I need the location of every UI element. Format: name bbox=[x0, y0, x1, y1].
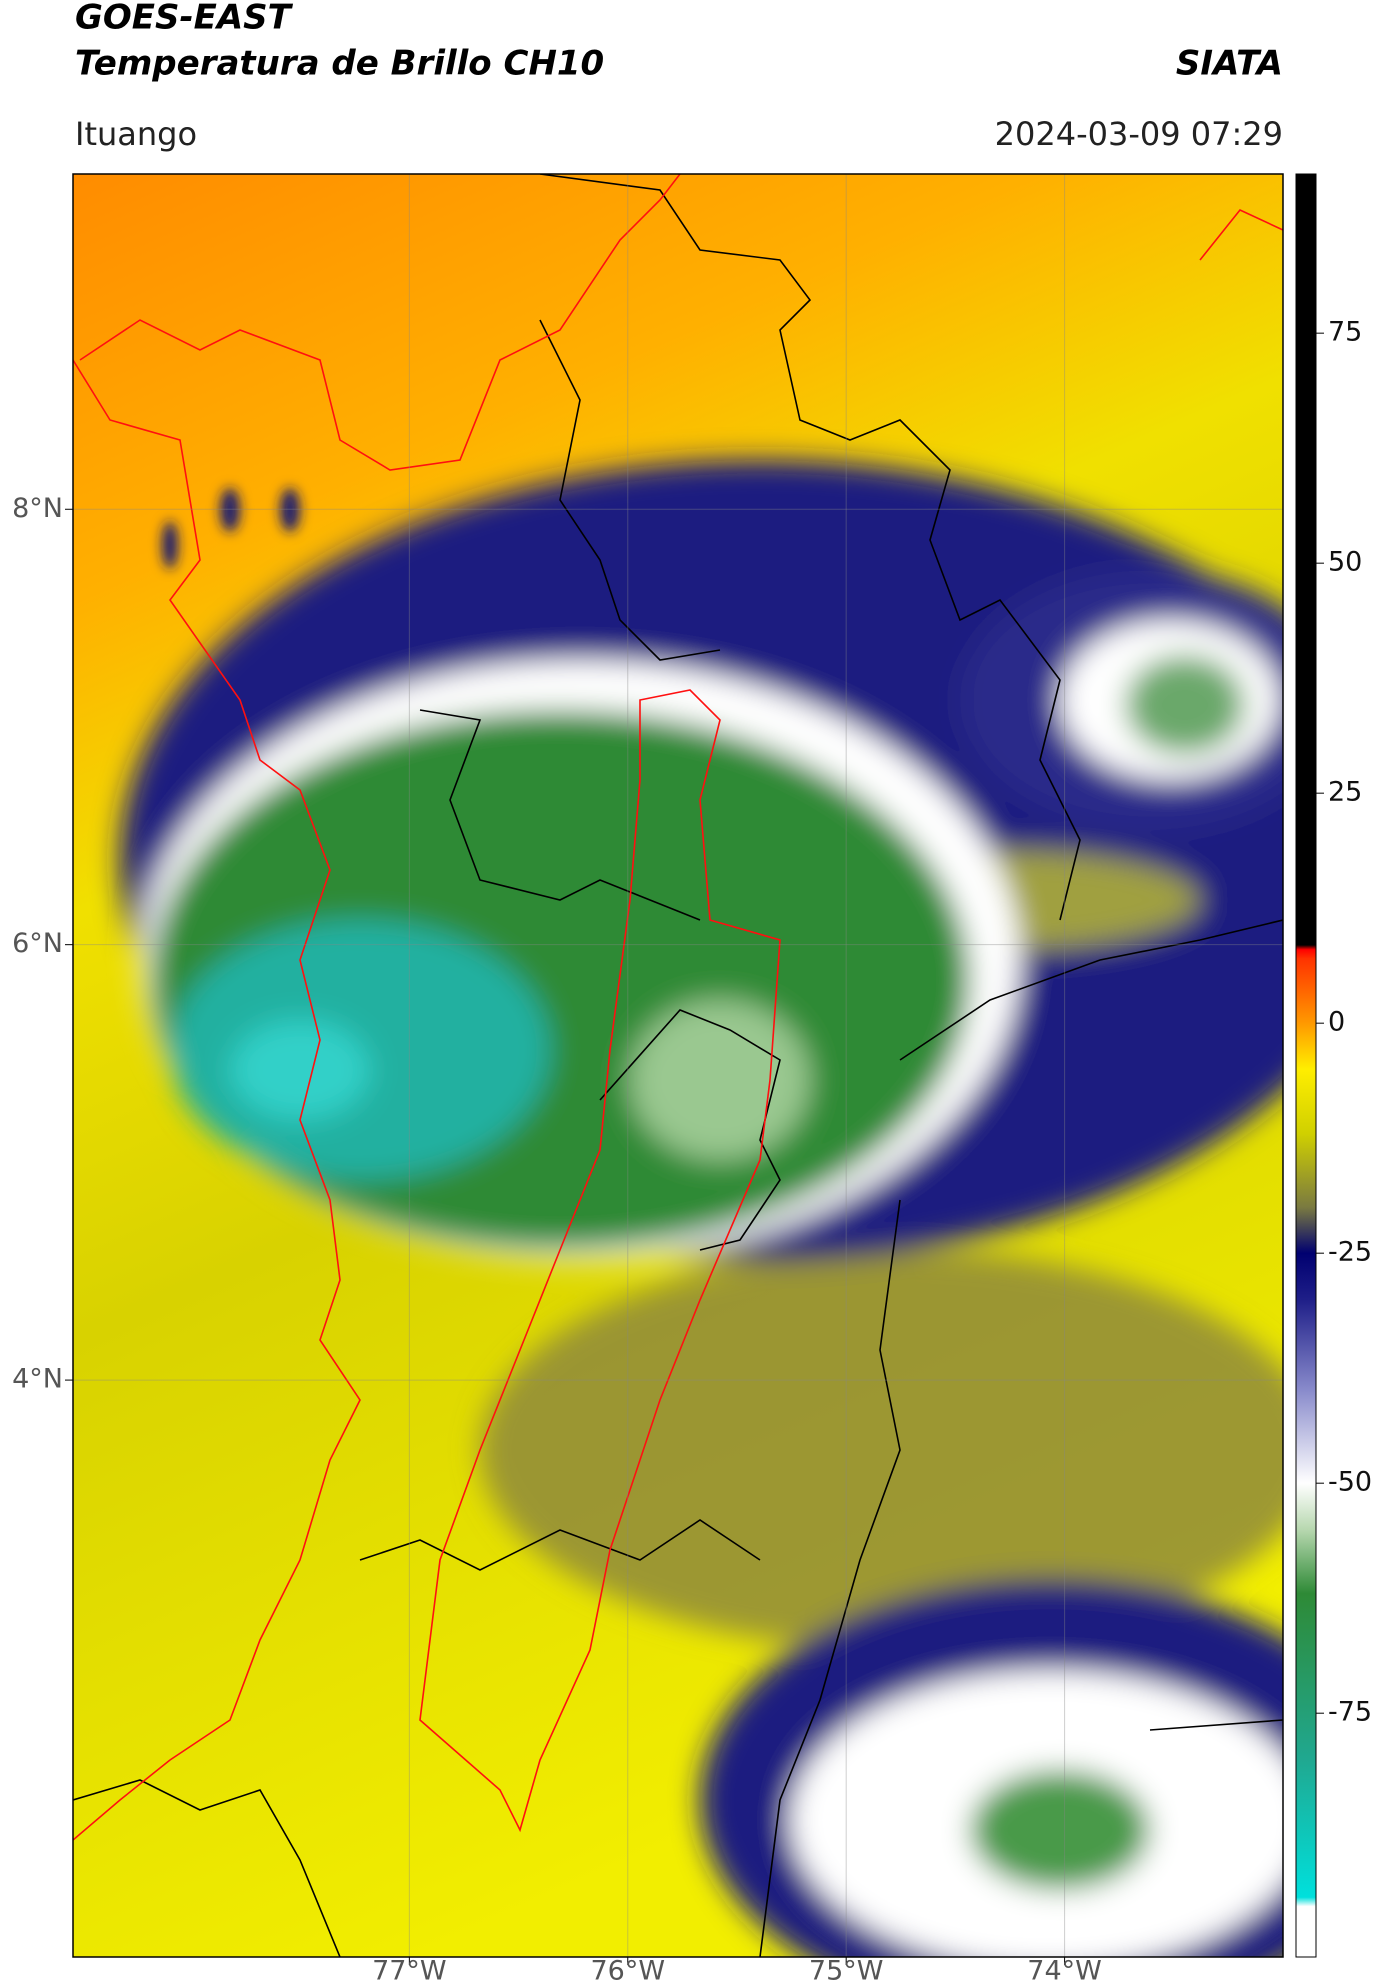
datetime: 2024-03-09 07:29 bbox=[995, 115, 1283, 153]
subtitle: Temperatura de Brillo CH10 bbox=[75, 44, 604, 84]
lon-tick-label: 74°W bbox=[1027, 1956, 1102, 1981]
colorbar-tick-label: 25 bbox=[1328, 777, 1362, 808]
map-frame bbox=[72, 173, 1284, 1958]
lon-tick-label: 77°W bbox=[372, 1956, 447, 1981]
colorbar-tick-label: -75 bbox=[1328, 1697, 1372, 1728]
colorbar-tick-label: 0 bbox=[1328, 1007, 1345, 1038]
source: SIATA bbox=[1176, 44, 1283, 84]
colorbar: -75 -50 -25 0 25 50 75 bbox=[1295, 173, 1372, 1958]
lat-tick-label: 8°N bbox=[12, 493, 63, 524]
colorbar-tick-label: 50 bbox=[1328, 547, 1362, 578]
colorbar-tick-label: 75 bbox=[1328, 317, 1362, 348]
lon-tick-label: 76°W bbox=[590, 1956, 665, 1981]
graticule bbox=[65, 174, 1283, 1965]
lat-tick-label: 4°N bbox=[12, 1364, 63, 1395]
satellite-image bbox=[73, 174, 1283, 1957]
location: Ituango bbox=[75, 115, 197, 153]
title: GOES-EAST bbox=[75, 0, 294, 38]
lon-tick-label: 75°W bbox=[809, 1956, 884, 1981]
colorbar-tick-label: -50 bbox=[1328, 1467, 1372, 1498]
colorbar-tick-label: -25 bbox=[1328, 1237, 1372, 1268]
lat-tick-label: 6°N bbox=[12, 928, 63, 959]
colorbar-fill bbox=[1295, 173, 1317, 1958]
